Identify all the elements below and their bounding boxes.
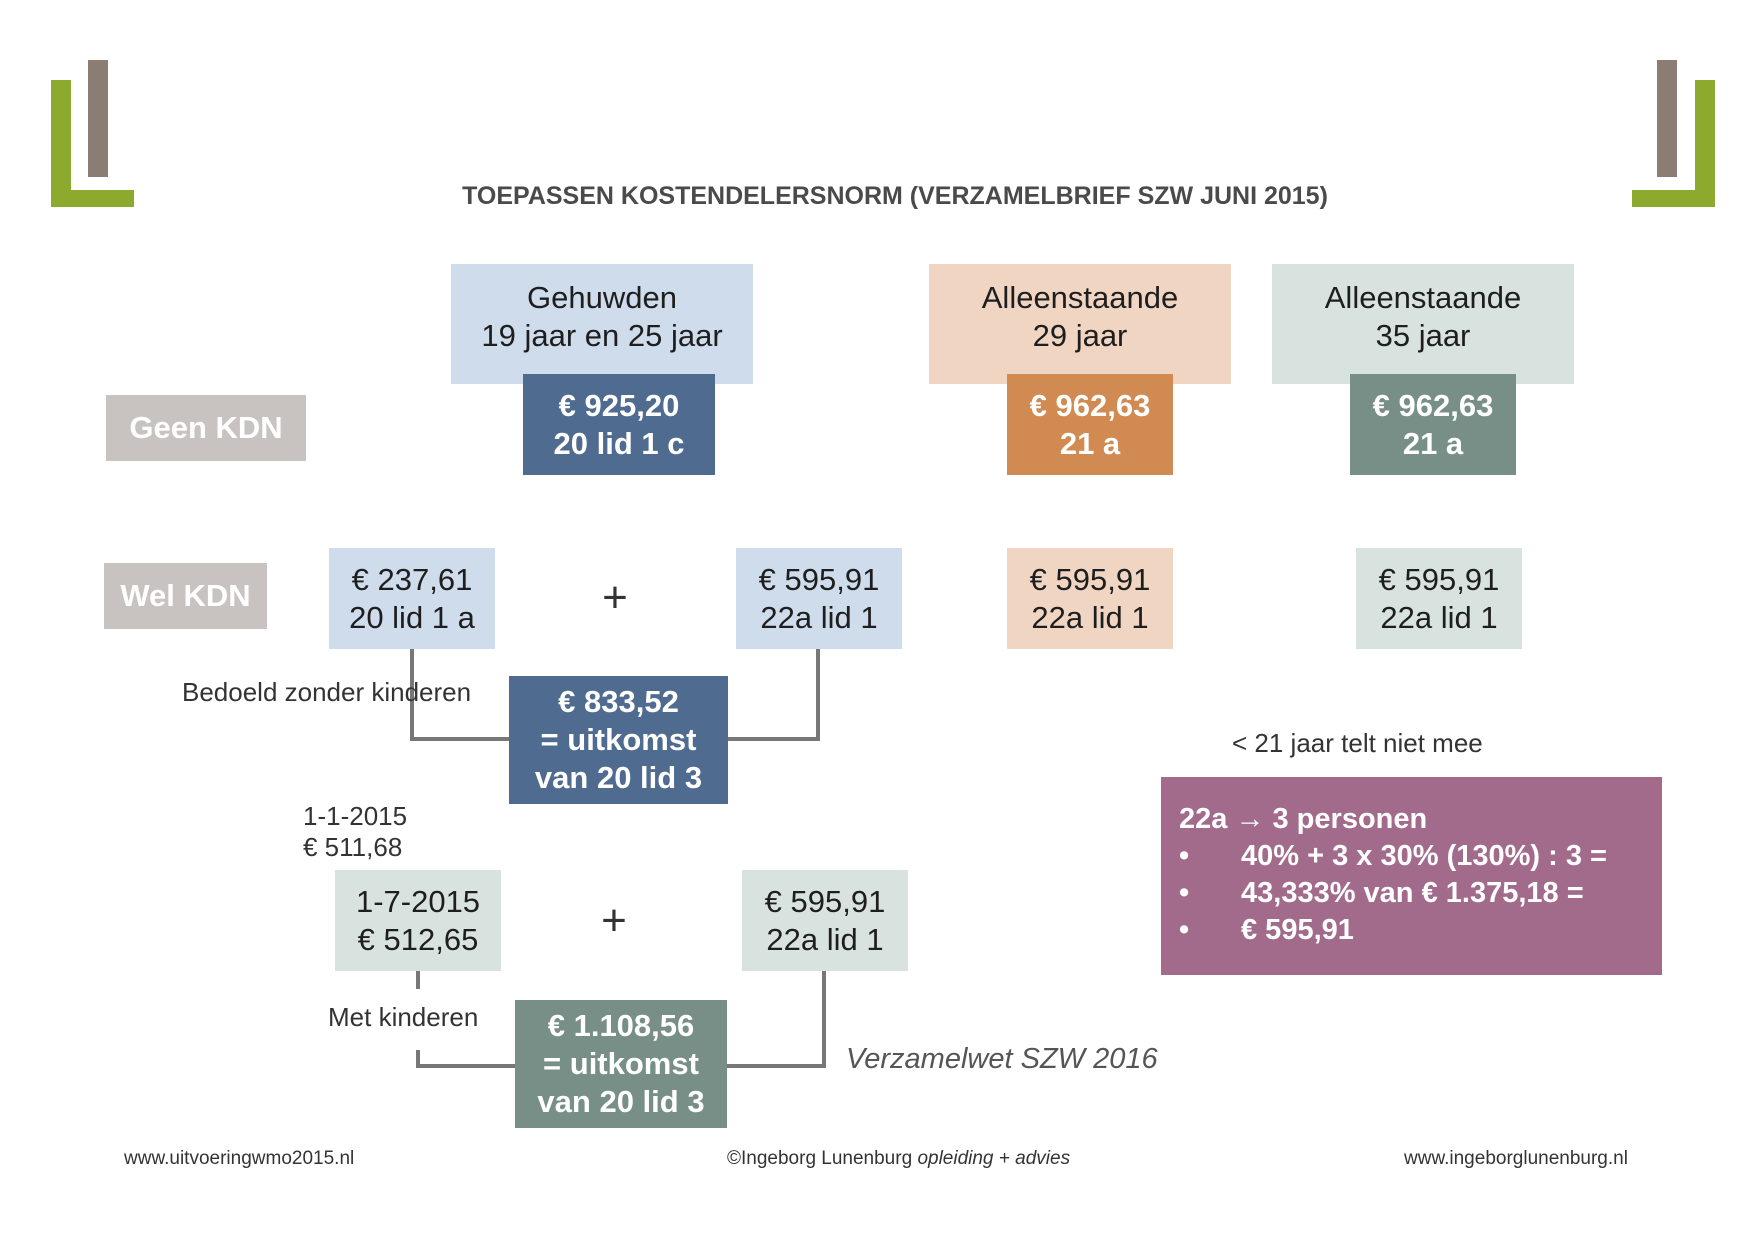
row-label-geen-kdn: Geen KDN <box>106 395 306 461</box>
connector-line <box>410 737 512 741</box>
geen-kdn-alleenstaande-35-box: € 962,63 21 a <box>1350 374 1516 475</box>
connector-line <box>410 649 414 741</box>
geen-kdn-alleenstaande-29-box: € 962,63 21 a <box>1007 374 1173 475</box>
footer-link-left[interactable]: www.uitvoeringwmo2015.nl <box>124 1148 355 1169</box>
result-box-met-kinderen: € 1.108,56 = uitkomst van 20 lid 3 <box>515 1000 727 1128</box>
plus-sign: + <box>602 573 628 622</box>
old-date-note: 1-1-2015 <box>303 801 408 831</box>
connector-line <box>726 1064 826 1068</box>
wel-kdn-left-box: € 237,61 20 lid 1 a <box>329 548 495 649</box>
corner-decoration-left <box>0 0 140 215</box>
connector-line <box>416 1064 518 1068</box>
calculation-bullet: • 40% + 3 x 30% (130%) : 3 = <box>1179 840 1607 872</box>
plus-sign: + <box>601 896 627 945</box>
wel-kdn-alleenstaande-35-box: € 595,91 22a lid 1 <box>1356 548 1522 649</box>
calculation-box: 22a → 3 personen • 40% + 3 x 30% (130%) :… <box>1161 777 1662 975</box>
calculation-heading: 22a → 3 personen <box>1179 803 1428 835</box>
footer-copyright: ©Ingeborg Lunenburg opleiding + advies <box>727 1148 1071 1169</box>
connector-line <box>416 971 420 989</box>
calculation-bullet: • € 595,91 <box>1179 914 1354 946</box>
corner-decoration-right <box>1614 0 1754 215</box>
under-21-note: < 21 jaar telt niet mee <box>1232 728 1483 758</box>
footer-link-right[interactable]: www.ingeborglunenburg.nl <box>1404 1148 1628 1169</box>
wel-kdn-alleenstaande-29-box: € 595,91 22a lid 1 <box>1007 548 1173 649</box>
column-header-gehuwden: Gehuwden 19 jaar en 25 jaar <box>451 264 753 384</box>
connector-line <box>822 971 826 1068</box>
result-box-zonder-kinderen: € 833,52 = uitkomst van 20 lid 3 <box>509 676 728 804</box>
connector-line <box>816 649 820 741</box>
kinderen-left-box: 1-7-2015 € 512,65 <box>335 870 501 971</box>
geen-kdn-gehuwden-box: € 925,20 20 lid 1 c <box>523 374 715 475</box>
calculation-bullet: • 43,333% van € 1.375,18 = <box>1179 877 1584 909</box>
kinderen-right-box: € 595,91 22a lid 1 <box>742 870 908 971</box>
wel-kdn-right-box: € 595,91 22a lid 1 <box>736 548 902 649</box>
column-header-alleenstaande-35: Alleenstaande 35 jaar <box>1272 264 1574 384</box>
column-header-alleenstaande-29: Alleenstaande 29 jaar <box>929 264 1231 384</box>
old-amount-note: € 511,68 <box>303 832 403 862</box>
connector-line <box>416 1050 420 1068</box>
page-title: TOEPASSEN KOSTENDELERSNORM (VERZAMELBRIE… <box>462 182 1328 210</box>
note-zonder-kinderen: Bedoeld zonder kinderen <box>182 677 472 707</box>
law-note: Verzamelwet SZW 2016 <box>846 1043 1158 1075</box>
connector-line <box>726 737 820 741</box>
row-label-wel-kdn: Wel KDN <box>104 563 267 629</box>
note-met-kinderen: Met kinderen <box>328 1002 479 1032</box>
